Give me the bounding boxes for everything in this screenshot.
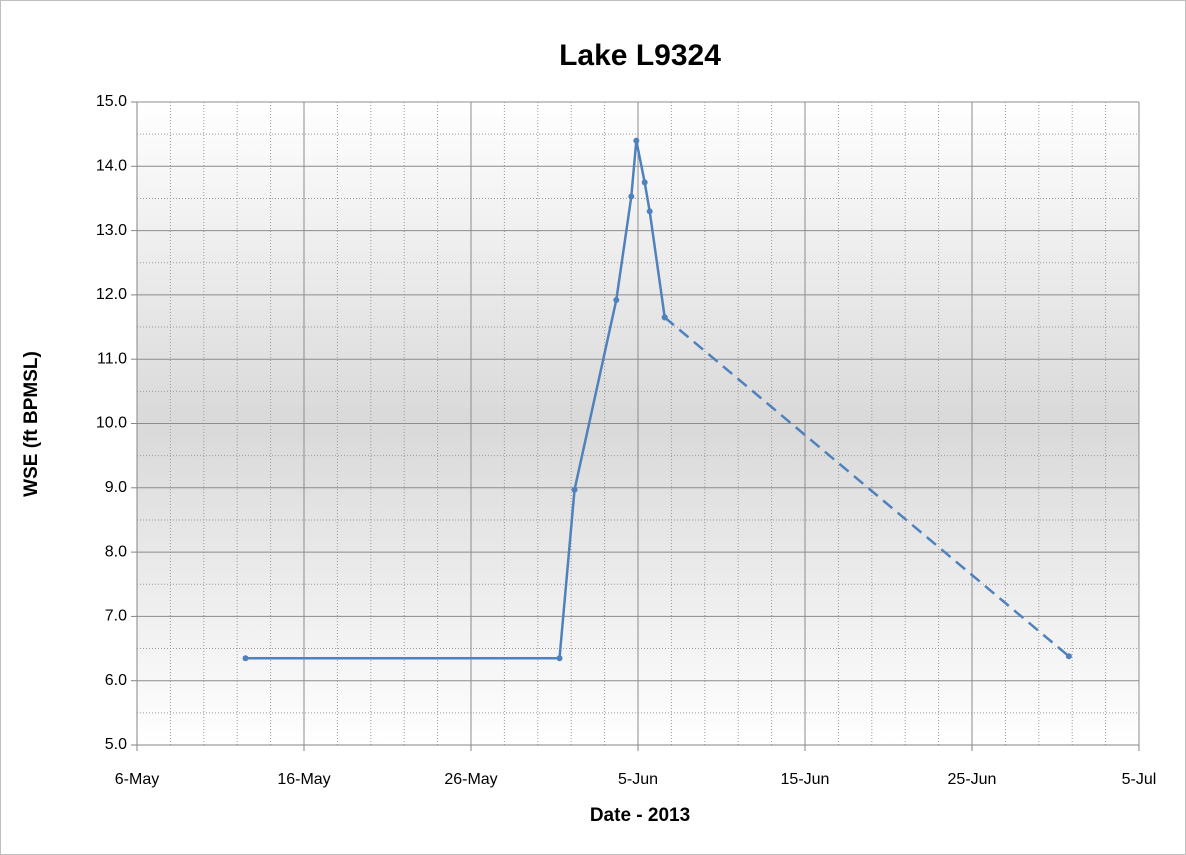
y-tick-label: 11.0 [97, 350, 127, 367]
y-tick-label: 12.0 [96, 286, 127, 303]
data-point [641, 179, 648, 186]
data-point [661, 314, 668, 321]
x-tick-label: 26-May [444, 771, 497, 788]
y-tick-label: 15.0 [96, 93, 127, 110]
series-line [663, 316, 1070, 658]
data-point [556, 655, 563, 662]
chart-title: Lake L9324 [559, 39, 721, 72]
y-axis-title: WSE (ft BPMSL) [21, 351, 42, 497]
y-tick-label: 6.0 [105, 672, 127, 689]
y-tick-label: 10.0 [96, 415, 127, 432]
data-point [1065, 653, 1072, 660]
x-tick-label: 5-Jun [618, 771, 658, 788]
x-axis-title: Date - 2013 [590, 805, 690, 826]
data-point [633, 137, 640, 144]
x-tick-label: 6-May [115, 771, 159, 788]
data-point [571, 486, 578, 493]
data-point [646, 208, 653, 215]
data-point [242, 655, 249, 662]
y-tick-label: 7.0 [105, 608, 127, 625]
x-tick-label: 15-Jun [781, 771, 830, 788]
data-point [628, 193, 635, 200]
y-tick-label: 14.0 [96, 158, 127, 175]
x-tick-label: 25-Jun [948, 771, 997, 788]
data-point [613, 297, 620, 304]
y-tick-label: 5.0 [105, 736, 127, 753]
y-tick-label: 13.0 [96, 222, 127, 239]
x-tick-label: 16-May [277, 771, 330, 788]
y-tick-label: 9.0 [105, 479, 127, 496]
y-tick-label: 8.0 [105, 543, 127, 560]
x-tick-label: 5-Jul [1122, 771, 1157, 788]
